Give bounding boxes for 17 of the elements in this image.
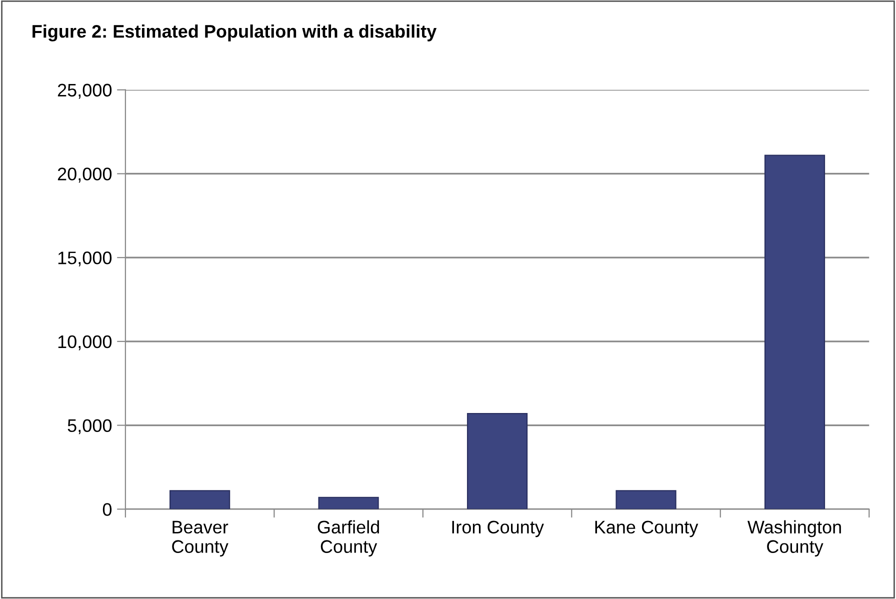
x-tick-label: Garfield County	[318, 520, 379, 557]
y-tick-label: 20,000	[58, 168, 112, 183]
y-tick-label: 0	[102, 503, 112, 516]
y-tick-label: 5,000	[68, 419, 112, 434]
y-tick-label: 15,000	[58, 252, 112, 266]
bar	[466, 412, 528, 510]
chart-title: Figure 2: Estimated Population with a disability	[32, 24, 437, 42]
y-tick-label: 10,000	[58, 335, 112, 350]
y-tick-label: 25,000	[58, 84, 112, 99]
x-tick-label: Kane County	[595, 520, 698, 538]
x-tick-label: Iron County	[452, 520, 544, 538]
bar	[764, 154, 826, 510]
bar	[318, 496, 379, 510]
x-tick-label: Washington County	[748, 520, 841, 557]
bar	[170, 490, 230, 510]
bar	[616, 490, 676, 510]
x-tick-label: Beaver County	[172, 520, 228, 557]
